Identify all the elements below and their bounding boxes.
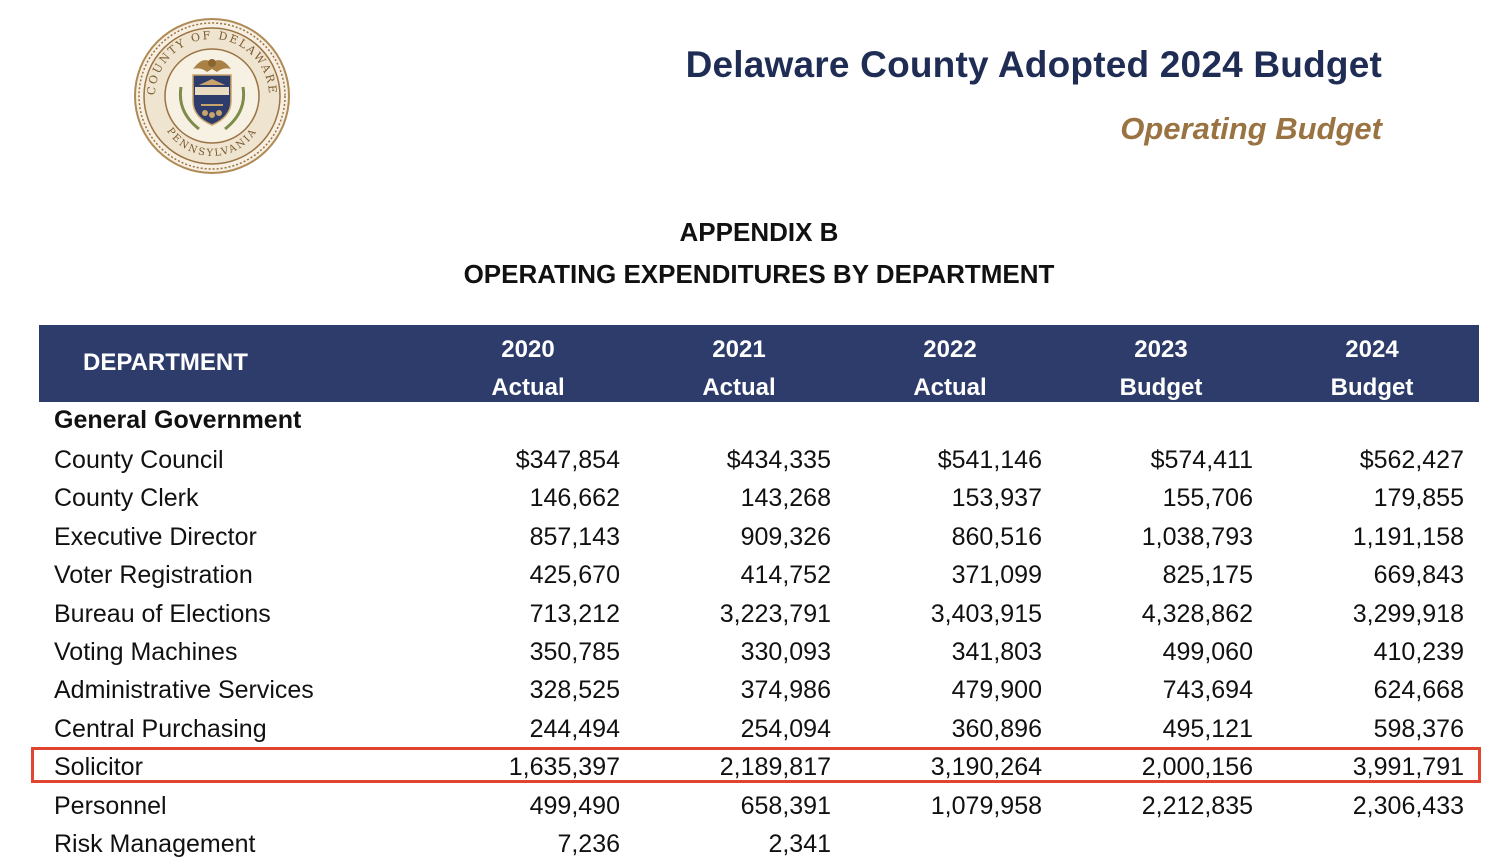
value-2024: 2,306,433 — [1352, 791, 1464, 820]
value-2020: 499,490 — [529, 791, 620, 820]
department-name: Central Purchasing — [54, 714, 267, 743]
value-2023: 743,694 — [1162, 676, 1253, 705]
department-name: County Clerk — [54, 484, 199, 513]
department-name: County Council — [54, 446, 224, 474]
value-2024: 3,299,918 — [1352, 599, 1464, 628]
value-2023: 1,038,793 — [1141, 522, 1253, 551]
department-name: Solicitor — [54, 753, 143, 782]
value-2021: 2,341 — [768, 829, 831, 858]
column-type: Budget — [1330, 374, 1414, 401]
column-year: 2022 — [923, 336, 977, 363]
value-2020: 1,635,397 — [508, 753, 620, 782]
appendix-title: OPERATING EXPENDITURES BY DEPARTMENT — [463, 259, 1055, 289]
table-row: Risk Management 7,236 2,341 — [0, 826, 1510, 864]
value-2023: 2,000,156 — [1141, 753, 1253, 782]
value-2021: 143,268 — [740, 484, 831, 513]
table-header: DEPARTMENT 2020 Actual 2021 Actual 2022 … — [39, 325, 1479, 402]
document-subtitle: Operating Budget — [1120, 111, 1382, 146]
table-row: County Clerk 146,662 143,268 153,937 155… — [0, 480, 1510, 518]
value-2023: $574,411 — [1150, 446, 1253, 474]
table-row: County Council $347,854 $434,335 $541,14… — [0, 442, 1510, 480]
value-2022: 341,803 — [951, 637, 1042, 666]
value-2022: $541,146 — [937, 446, 1042, 474]
value-2022: 479,900 — [951, 676, 1042, 705]
department-name: Administrative Services — [54, 676, 314, 705]
value-2024: 1,191,158 — [1352, 522, 1464, 551]
value-2023: 4,328,862 — [1141, 599, 1253, 628]
value-2020: 713,212 — [529, 599, 620, 628]
value-2022: 153,937 — [951, 484, 1042, 513]
value-2021: 254,094 — [740, 714, 831, 743]
value-2022: 371,099 — [951, 561, 1042, 590]
value-2020: 7,236 — [557, 829, 620, 858]
appendix-label: APPENDIX B — [679, 217, 839, 247]
value-2022: 860,516 — [951, 522, 1042, 551]
department-name: Voter Registration — [54, 561, 253, 590]
value-2024: 3,991,791 — [1352, 753, 1464, 782]
table-row: Bureau of Elections 713,212 3,223,791 3,… — [0, 596, 1510, 634]
column-header-2021: 2021 Actual — [639, 331, 839, 407]
value-2021: 3,223,791 — [719, 599, 831, 628]
value-2023: 825,175 — [1162, 561, 1253, 590]
column-year: 2024 — [1345, 336, 1399, 363]
column-header-2023: 2023 Budget — [1061, 331, 1261, 407]
value-2021: 658,391 — [740, 791, 831, 820]
column-year: 2020 — [501, 336, 555, 363]
seal-graphic: COUNTY OF DELAWARE PENNSYLVANIA — [134, 18, 290, 174]
department-name: Personnel — [54, 791, 167, 820]
column-type: Actual — [913, 374, 987, 401]
value-2024: 669,843 — [1373, 561, 1464, 590]
value-2022: 1,079,958 — [930, 791, 1042, 820]
column-header-2020: 2020 Actual — [428, 331, 628, 407]
section-heading: General Government — [54, 406, 302, 434]
table-row: Administrative Services 328,525 374,986 … — [0, 672, 1510, 710]
value-2020: 857,143 — [529, 522, 620, 551]
department-column-header: DEPARTMENT — [83, 349, 248, 376]
department-name: Voting Machines — [54, 637, 238, 666]
table-row: Executive Director 857,143 909,326 860,5… — [0, 519, 1510, 557]
table-row: Voting Machines 350,785 330,093 341,803 … — [0, 634, 1510, 672]
department-name: Executive Director — [54, 522, 257, 551]
value-2023: 155,706 — [1162, 484, 1253, 513]
county-seal-icon: COUNTY OF DELAWARE PENNSYLVANIA — [133, 17, 291, 175]
value-2021: 414,752 — [740, 561, 831, 590]
value-2024: 410,239 — [1373, 637, 1464, 666]
table-row: Personnel 499,490 658,391 1,079,958 2,21… — [0, 788, 1510, 826]
value-2023: 2,212,835 — [1141, 791, 1253, 820]
value-2020: 244,494 — [529, 714, 620, 743]
value-2020: 328,525 — [529, 676, 620, 705]
value-2023: 495,121 — [1162, 714, 1253, 743]
column-header-2022: 2022 Actual — [850, 331, 1050, 407]
column-type: Budget — [1119, 374, 1203, 401]
value-2021: 330,093 — [740, 637, 831, 666]
value-2020: 350,785 — [529, 637, 620, 666]
column-year: 2023 — [1134, 336, 1188, 363]
value-2024: 624,668 — [1373, 676, 1464, 705]
table-row: Central Purchasing 244,494 254,094 360,8… — [0, 711, 1510, 749]
column-type: Actual — [702, 374, 776, 401]
value-2021: 909,326 — [740, 522, 831, 551]
value-2021: 374,986 — [740, 676, 831, 705]
value-2022: 3,190,264 — [930, 753, 1042, 782]
value-2022: 3,403,915 — [930, 599, 1042, 628]
value-2024: 598,376 — [1373, 714, 1464, 743]
department-name: Risk Management — [54, 829, 256, 858]
value-2021: $434,335 — [726, 446, 831, 474]
value-2022: 360,896 — [951, 714, 1042, 743]
column-header-2024: 2024 Budget — [1272, 331, 1472, 407]
value-2020: $347,854 — [515, 446, 620, 474]
value-2021: 2,189,817 — [719, 753, 831, 782]
value-2020: 146,662 — [529, 484, 620, 513]
column-year: 2021 — [712, 336, 766, 363]
value-2024: 179,855 — [1373, 484, 1464, 513]
value-2024: $562,427 — [1359, 446, 1464, 474]
document-title: Delaware County Adopted 2024 Budget — [685, 44, 1382, 85]
table-row: Voter Registration 425,670 414,752 371,0… — [0, 557, 1510, 595]
value-2020: 425,670 — [529, 561, 620, 590]
table-row-highlighted: Solicitor 1,635,397 2,189,817 3,190,264 … — [0, 749, 1510, 787]
department-name: Bureau of Elections — [54, 599, 271, 628]
value-2023: 499,060 — [1162, 637, 1253, 666]
table-body: County Council $347,854 $434,335 $541,14… — [0, 442, 1510, 864]
column-type: Actual — [491, 374, 565, 401]
